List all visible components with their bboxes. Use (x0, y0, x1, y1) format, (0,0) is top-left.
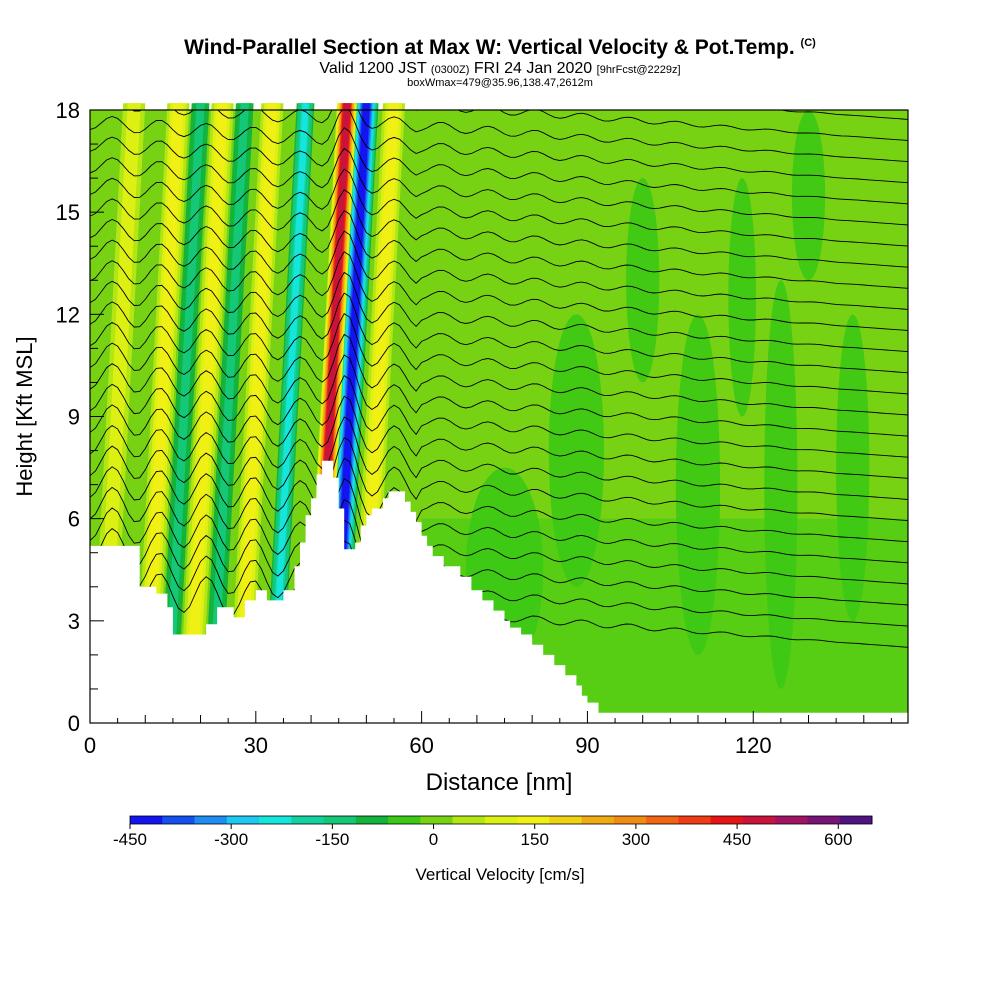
colorbar-tick-label: 150 (521, 830, 549, 849)
colorbar-swatch (323, 816, 357, 824)
isentrope-line (90, 519, 908, 606)
updraft-band (140, 103, 184, 723)
terrain-mask-top (90, 460, 908, 723)
colorbar-swatch (581, 816, 615, 824)
colorbar-swatch (452, 816, 486, 824)
colorbar-swatch (710, 816, 744, 824)
colorbar-tick-label: -300 (214, 830, 248, 849)
isentrope-line (90, 209, 908, 289)
colorbar-tick-label: -150 (315, 830, 349, 849)
isentrope-line (90, 189, 908, 268)
colorbar-swatch (613, 816, 647, 824)
colorbar-swatch (678, 816, 712, 824)
valid-utc: (0300Z) (430, 64, 470, 76)
copyright-mark: (C) (800, 37, 816, 49)
isentrope-line (131, 110, 908, 163)
colorbar-swatch (130, 816, 163, 824)
field-patch (791, 110, 826, 281)
chart-subtitle: Valid 1200 JST (0300Z) FRI 24 Jan 2020 [… (0, 60, 1000, 78)
downdraft-band (269, 103, 309, 723)
colorbar-swatch (549, 816, 583, 824)
colorbar-swatch (226, 816, 260, 824)
valid-time: Valid 1200 JST (319, 60, 427, 77)
field-patch (728, 178, 757, 417)
chart-title: Wind-Parallel Section at Max W: Vertical… (0, 36, 1000, 60)
updraft-band (234, 103, 278, 723)
box-wmax-line: boxWmax=479@35.96,138.47,2612m (407, 77, 593, 89)
y-tick-label: 12 (56, 302, 80, 327)
x-tick-label: 30 (244, 733, 268, 758)
colorbar-swatch (194, 816, 228, 824)
colorbar-swatch (839, 816, 873, 824)
isentrope-line (90, 436, 908, 522)
downdraft-band (207, 103, 249, 723)
x-tick-label: 90 (575, 733, 599, 758)
colorbar-frame (129, 815, 873, 825)
y-axis: 0 3 6 9 12 15 18 Height [Kft MSL] (12, 98, 104, 736)
isentrope-line (90, 375, 908, 458)
colorbar-swatch (355, 816, 389, 824)
isentrope-line (90, 251, 908, 331)
colorbar-label: Vertical Velocity [cm/s] (415, 865, 584, 884)
isentrope-line (90, 313, 908, 395)
colorbar: -450 -300 -150 0 150 300 450 600 Vertical Veloci… (113, 815, 873, 884)
isentrope-line (90, 147, 908, 226)
colorbar-swatch (742, 816, 776, 824)
isentrope-line (90, 333, 908, 416)
y-tick-label: 3 (68, 609, 80, 634)
y-axis-label: Height [Kft MSL] (12, 336, 37, 496)
updraft-band (184, 103, 228, 723)
isentrope-line (90, 457, 908, 543)
x-tick-label: 0 (84, 733, 96, 758)
forecast-info: [9hrFcst@2229z] (596, 64, 681, 76)
colorbar-swatch (420, 816, 454, 824)
isentrope-line (90, 540, 908, 627)
colorbar-swatch (775, 816, 808, 824)
colorbar-swatch (517, 816, 550, 824)
colorbar-swatch (484, 816, 518, 824)
x-axis-label: Distance [nm] (426, 769, 573, 796)
colorbar-tick-label: -450 (113, 830, 147, 849)
y-tick-label: 6 (68, 507, 80, 532)
isentrope-line (90, 354, 908, 437)
colorbar-swatch (646, 816, 679, 824)
colorbar-tick-label: 450 (723, 830, 751, 849)
isentrope-line (90, 292, 908, 374)
isentrope-line (90, 271, 908, 353)
y-tick-label: 0 (68, 711, 80, 736)
colorbar-swatch (162, 816, 196, 824)
isentrope-line (90, 110, 908, 184)
colorbar-tick-label: 0 (429, 830, 438, 849)
isentrope-line (90, 416, 908, 500)
colorbar-swatch (807, 816, 841, 824)
isentrope-line (90, 230, 908, 310)
title-text: Wind-Parallel Section at Max W: Vertical… (184, 36, 795, 59)
isentrope-line (90, 498, 908, 585)
isentrope-line (90, 168, 908, 247)
valid-date: FRI 24 Jan 2020 (473, 60, 593, 77)
isentrope-line (414, 110, 908, 141)
y-tick-label: 9 (68, 405, 80, 430)
colorbar-swatch (259, 816, 292, 824)
x-tick-label: 120 (735, 733, 772, 758)
colorbar-tick-label: 600 (824, 830, 852, 849)
isentrope-line (90, 395, 908, 479)
colorbar-tick-label: 300 (622, 830, 650, 849)
x-tick-label: 60 (409, 733, 433, 758)
colorbar-swatch (291, 816, 325, 824)
isentropes (90, 110, 908, 648)
isentrope-line (90, 127, 908, 205)
x-axis: 0 30 60 90 120 Distance [nm] (84, 711, 892, 796)
y-tick-label: 18 (56, 98, 80, 123)
y-tick-label: 15 (56, 200, 80, 225)
colorbar-swatch (388, 816, 421, 824)
isentrope-line (90, 478, 908, 564)
